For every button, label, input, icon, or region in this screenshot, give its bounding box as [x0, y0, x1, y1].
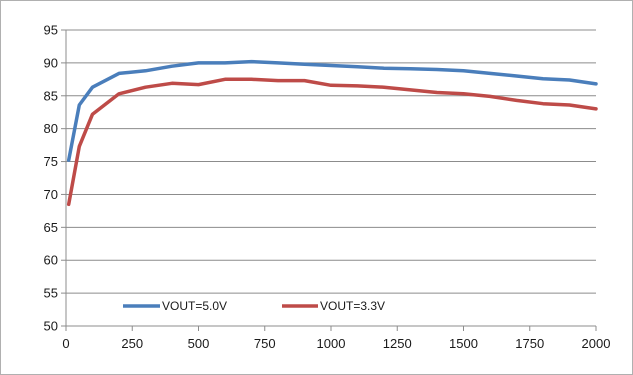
- series-lines: [66, 59, 598, 207]
- x-tick-label: 500: [188, 336, 210, 351]
- axes: 50 55 60 65 70 75 80 85 90 95 0 250 500 750 1000 1250 15…: [44, 23, 611, 352]
- x-tick-label: 1250: [383, 336, 412, 351]
- x-tick-label: 1000: [317, 336, 346, 351]
- y-tick-label: 85: [44, 88, 58, 103]
- grid-lines: [66, 29, 596, 294]
- series-line-2: [66, 77, 598, 207]
- legend-label-1: VOUT=5.0V: [162, 299, 227, 313]
- legend: VOUT=5.0V VOUT=3.3V: [123, 299, 385, 313]
- y-tick-label: 70: [44, 187, 58, 202]
- legend-label-2: VOUT=3.3V: [320, 299, 385, 313]
- series-line-1: [66, 59, 598, 162]
- y-tick-label: 95: [44, 23, 58, 38]
- x-tick-label: 250: [121, 336, 143, 351]
- x-tick-label: 0: [62, 336, 69, 351]
- y-tick-label: 80: [44, 121, 58, 136]
- y-tick-label: 65: [44, 220, 58, 235]
- x-tick-label: 1500: [449, 336, 478, 351]
- x-tick-label: 2000: [582, 336, 611, 351]
- y-tick-label: 55: [44, 286, 58, 301]
- x-tick-label: 1750: [515, 336, 544, 351]
- y-tick-label: 60: [44, 253, 58, 268]
- y-tick-label: 90: [44, 55, 58, 70]
- y-tick-label: 50: [44, 319, 58, 334]
- y-tick-label: 75: [44, 154, 58, 169]
- x-tick-label: 750: [254, 336, 276, 351]
